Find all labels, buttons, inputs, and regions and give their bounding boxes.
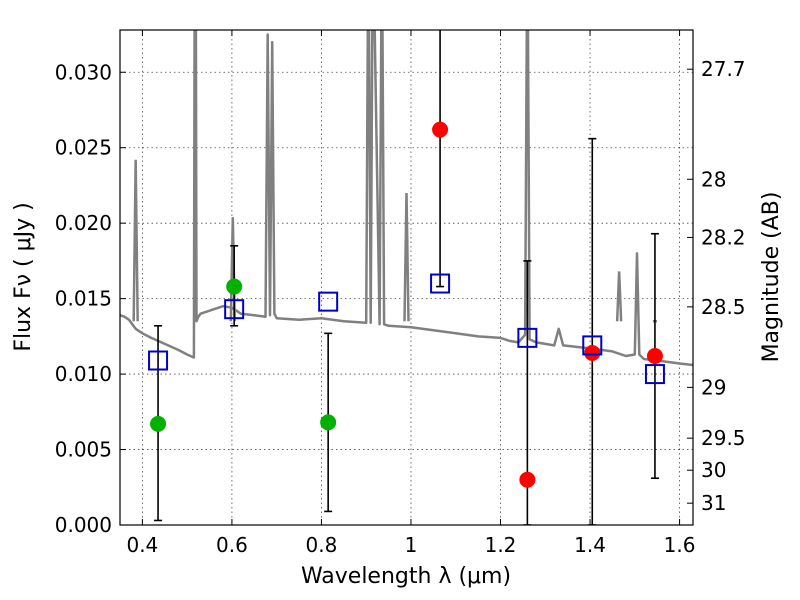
y2-tick-label: 31 — [701, 491, 726, 515]
y-tick-label: 0.015 — [55, 287, 112, 311]
blue-square-point — [644, 364, 665, 385]
model-spectrum-line — [120, 30, 693, 367]
y-tick-label: 0.005 — [55, 438, 112, 462]
model-spectrum — [120, 30, 693, 367]
green-circle-point — [320, 414, 337, 431]
blue-square-point — [517, 327, 538, 348]
blue-square-point — [224, 299, 245, 320]
red-circle-point — [432, 121, 449, 138]
y2-tick-label: 30 — [701, 458, 726, 482]
y2-tick-label: 28.2 — [701, 225, 746, 249]
red-circle-point — [646, 347, 663, 364]
y-tick-label: 0.025 — [55, 136, 112, 160]
grid-lines — [120, 30, 693, 526]
green-circle-point — [226, 278, 243, 295]
axis-ticks: 0.4 0.6 0.8 1 1.2 1.4 1.6 0.000 0.005 0.010 0.015 0… — [55, 30, 746, 557]
y-tick-label: 0.020 — [55, 211, 112, 235]
green-circle-point — [150, 415, 167, 432]
x-tick-label: 0.4 — [126, 533, 158, 557]
plot-frame — [119, 29, 694, 526]
y2-tick-label: 29 — [701, 375, 726, 399]
y-axis-label: Flux Fν ( μJy ) — [11, 202, 36, 351]
red-circle-point — [584, 344, 601, 361]
red-circle-point — [519, 471, 536, 488]
y-tick-label: 0.000 — [55, 513, 112, 537]
emission-line — [132, 159, 139, 322]
blue-square-point — [318, 291, 339, 312]
y2-tick-label: 28.5 — [701, 295, 746, 319]
y2-tick-label: 29.5 — [701, 426, 746, 450]
y-tick-label: 0.010 — [55, 362, 112, 386]
data-points — [148, 121, 665, 488]
x-tick-label: 1.4 — [574, 533, 606, 557]
x-axis-label: Wavelength λ (μm) — [301, 564, 511, 589]
x-tick-label: 0.8 — [306, 533, 338, 557]
x-tick-label: 0.6 — [216, 533, 248, 557]
emission-line — [403, 192, 410, 322]
y2-tick-label: 28 — [701, 167, 726, 191]
emission-line — [615, 271, 623, 322]
y-tick-label: 0.030 — [55, 60, 112, 84]
y2-tick-label: 27.7 — [701, 57, 746, 81]
blue-square-point — [582, 335, 603, 356]
blue-square-point — [430, 273, 451, 294]
blue-square-point — [148, 350, 169, 371]
x-tick-label: 1.6 — [664, 533, 696, 557]
x-tick-label: 1.2 — [485, 533, 517, 557]
x-tick-label: 1 — [405, 533, 418, 557]
y2-axis-label: Magnitude (AB) — [759, 192, 784, 363]
